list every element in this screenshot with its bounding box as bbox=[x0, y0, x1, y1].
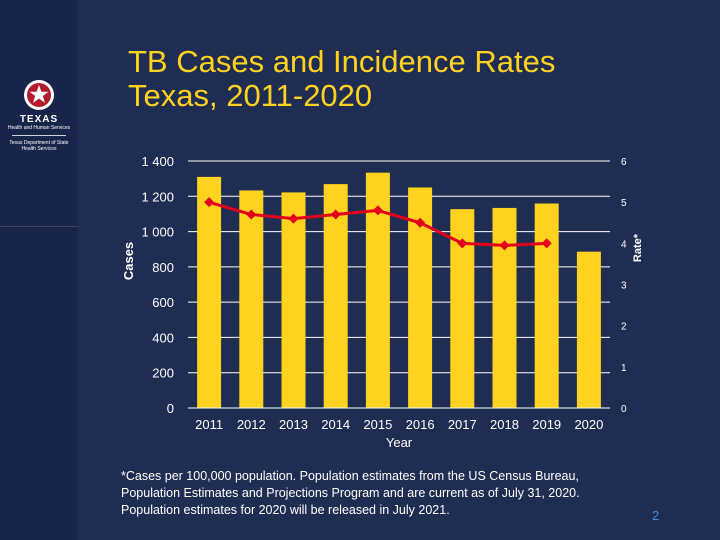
texas-star-seal-icon bbox=[24, 80, 54, 110]
y-left-axis-title: Cases bbox=[121, 242, 136, 280]
agency-logo: TEXAS Health and Human Services Texas De… bbox=[6, 78, 72, 152]
rate-marker-2016 bbox=[415, 217, 426, 228]
footnote: *Cases per 100,000 population. Populatio… bbox=[121, 468, 661, 519]
x-tick-label: 2016 bbox=[406, 417, 435, 432]
y-left-tick-label: 800 bbox=[152, 260, 174, 275]
bar-cases-2018 bbox=[492, 207, 517, 408]
y-left-tick-label: 1 000 bbox=[141, 225, 174, 240]
rate-marker-2015 bbox=[372, 205, 383, 216]
bar-cases-2013 bbox=[281, 192, 306, 408]
logo-title: TEXAS bbox=[19, 114, 59, 125]
y-right-tick-label: 1 bbox=[621, 363, 627, 374]
rate-marker-2012 bbox=[246, 209, 257, 220]
y-left-tick-label: 1 200 bbox=[141, 189, 174, 204]
y-left-tick-label: 400 bbox=[152, 330, 174, 345]
rate-marker-2017 bbox=[457, 238, 468, 249]
x-tick-label: 2012 bbox=[237, 417, 266, 432]
bar-cases-2014 bbox=[323, 184, 348, 408]
logo-divider bbox=[12, 135, 66, 136]
bar-cases-2011 bbox=[197, 176, 222, 408]
rate-marker-2011 bbox=[204, 197, 215, 208]
y-left-tick-label: 0 bbox=[167, 401, 174, 416]
slide-title-line-1: TB Cases and Incidence Rates bbox=[128, 44, 556, 79]
logo-department: Texas Department of State Health Service… bbox=[9, 140, 69, 152]
footnote-line-3: Population estimates for 2020 will be re… bbox=[121, 503, 450, 517]
y-left-tick-label: 1 400 bbox=[141, 154, 174, 169]
page-number: 2 bbox=[652, 508, 660, 523]
rate-marker-2013 bbox=[288, 213, 299, 224]
y-right-tick-label: 4 bbox=[621, 239, 627, 250]
x-tick-label: 2011 bbox=[195, 417, 223, 432]
x-tick-label: 2020 bbox=[574, 417, 603, 432]
bar-cases-2020 bbox=[576, 251, 601, 408]
x-tick-label: 2018 bbox=[490, 417, 519, 432]
footnote-line-1: *Cases per 100,000 population. Populatio… bbox=[121, 469, 579, 483]
logo-subtitle: Health and Human Services bbox=[7, 125, 71, 131]
bar-cases-2012 bbox=[239, 190, 264, 408]
x-tick-label: 2014 bbox=[321, 417, 350, 432]
x-axis-title: Year bbox=[386, 435, 413, 450]
rate-marker-2014 bbox=[330, 209, 341, 220]
y-right-axis-title: Rate* bbox=[632, 233, 644, 262]
slide-title-line-2: Texas, 2011-2020 bbox=[128, 78, 373, 113]
y-right-tick-label: 2 bbox=[621, 322, 627, 333]
y-right-tick-label: 3 bbox=[621, 281, 627, 292]
rate-marker-2019 bbox=[541, 238, 552, 249]
x-tick-label: 2017 bbox=[448, 417, 477, 432]
x-tick-label: 2013 bbox=[279, 417, 308, 432]
sidebar-divider bbox=[0, 226, 78, 227]
y-right-tick-label: 0 bbox=[621, 404, 627, 415]
sidebar: TEXAS Health and Human Services Texas De… bbox=[0, 0, 78, 540]
slide-title: TB Cases and Incidence Rates Texas, 2011… bbox=[128, 45, 688, 113]
x-tick-label: 2019 bbox=[532, 417, 561, 432]
x-tick-label: 2015 bbox=[363, 417, 392, 432]
y-right-tick-label: 6 bbox=[621, 157, 627, 168]
y-left-tick-label: 600 bbox=[152, 295, 174, 310]
bar-cases-2019 bbox=[534, 203, 559, 408]
footnote-line-2: Population Estimates and Projections Pro… bbox=[121, 486, 580, 500]
y-left-tick-label: 200 bbox=[152, 366, 174, 381]
y-right-tick-label: 5 bbox=[621, 198, 627, 209]
rate-marker-2018 bbox=[499, 240, 510, 251]
